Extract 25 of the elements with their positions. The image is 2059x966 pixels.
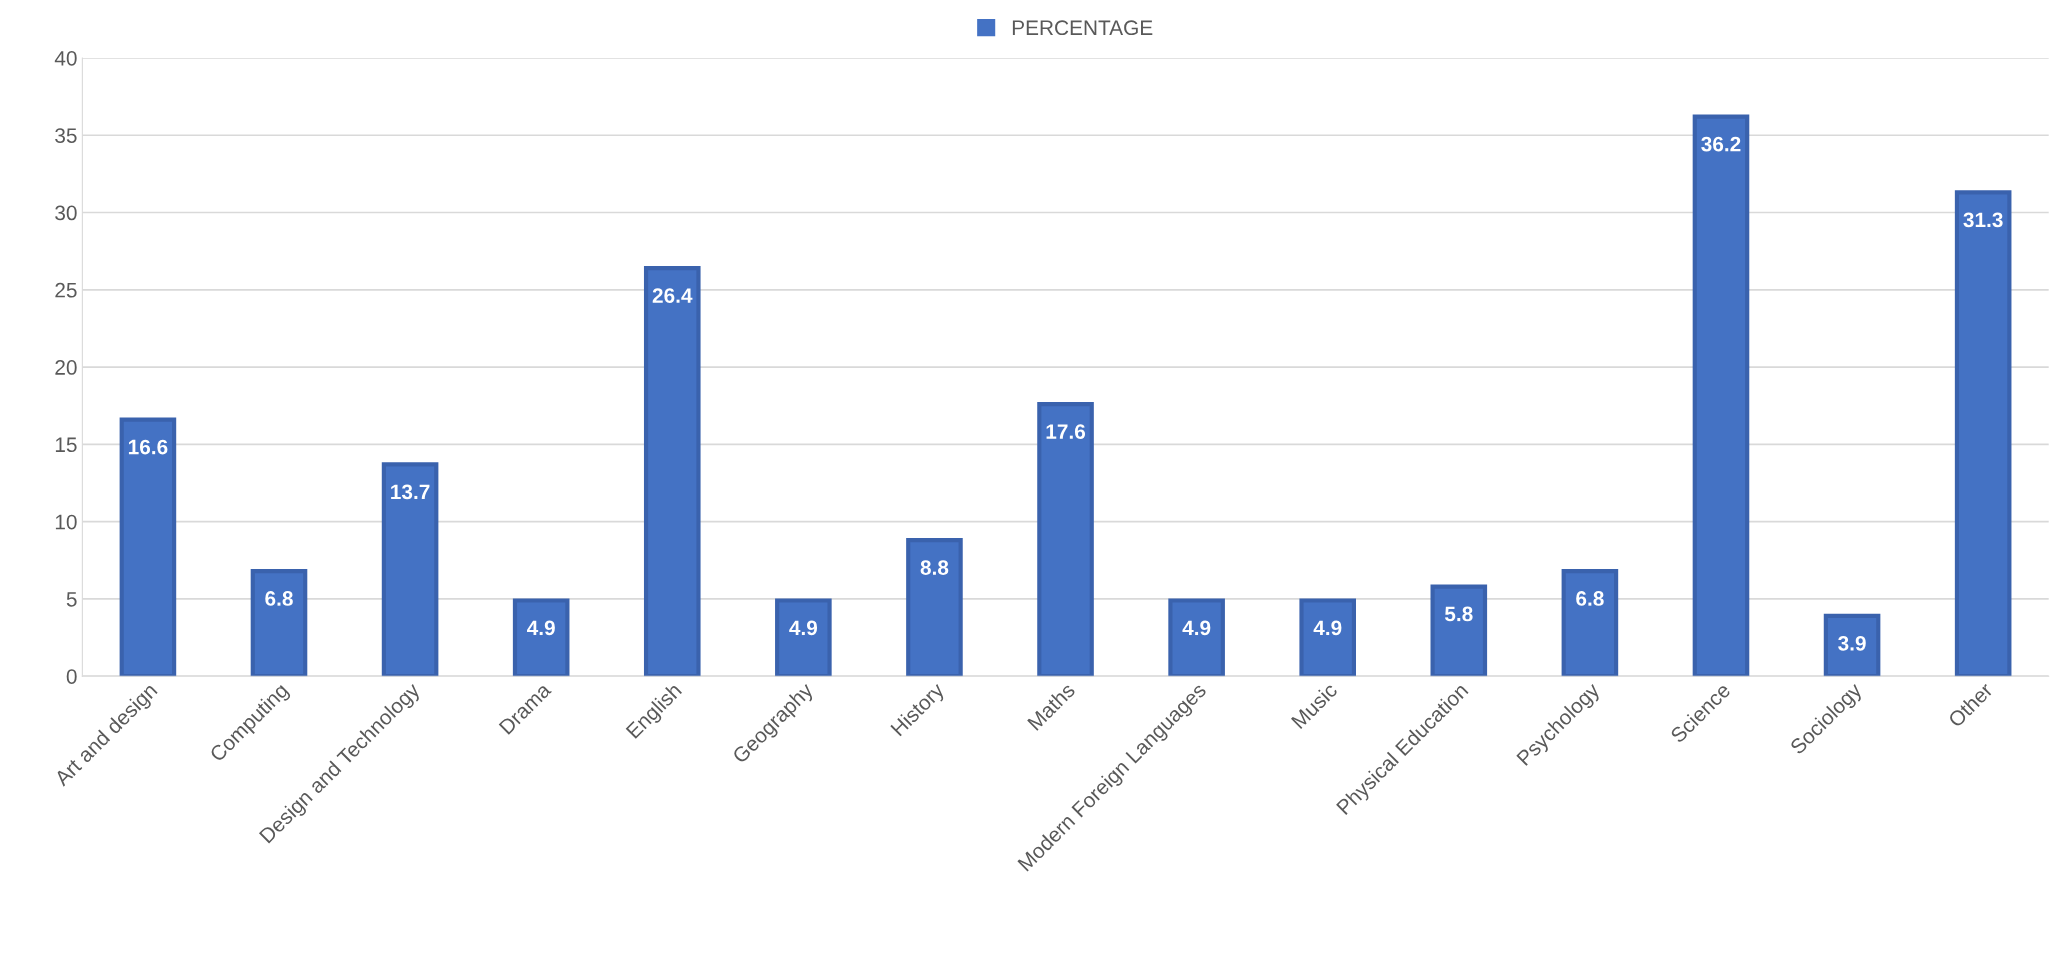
- data-label: 4.9: [527, 620, 555, 636]
- data-label: 36.2: [1701, 136, 1741, 152]
- y-tick-label: 0: [66, 669, 77, 684]
- data-label: 3.9: [1838, 635, 1866, 651]
- y-tick-label: 35: [55, 128, 77, 143]
- data-label: 17.6: [1046, 424, 1086, 439]
- y-tick-label: 20: [55, 360, 77, 375]
- data-label: 4.9: [1182, 620, 1211, 636]
- data-label: 6.8: [265, 591, 293, 606]
- data-label: 6.8: [1576, 591, 1604, 606]
- data-label: 5.8: [1444, 606, 1473, 622]
- legend-label: PERCENTAGE: [1012, 20, 1153, 36]
- data-label: 31.3: [1963, 212, 2003, 228]
- data-label: 13.7: [391, 484, 430, 500]
- y-tick-label: 30: [55, 205, 77, 221]
- data-label: 16.6: [128, 439, 168, 455]
- data-label: 4.9: [1313, 620, 1342, 636]
- y-tick-label: 5: [66, 592, 77, 607]
- y-tick-label: 10: [55, 514, 77, 530]
- data-label: 4.9: [789, 620, 818, 636]
- y-tick-label: 40: [54, 50, 77, 66]
- y-tick-label: 15: [55, 437, 77, 453]
- data-label: 8.8: [920, 560, 949, 575]
- data-label: 26.4: [652, 288, 693, 303]
- y-tick-label: 25: [55, 282, 77, 298]
